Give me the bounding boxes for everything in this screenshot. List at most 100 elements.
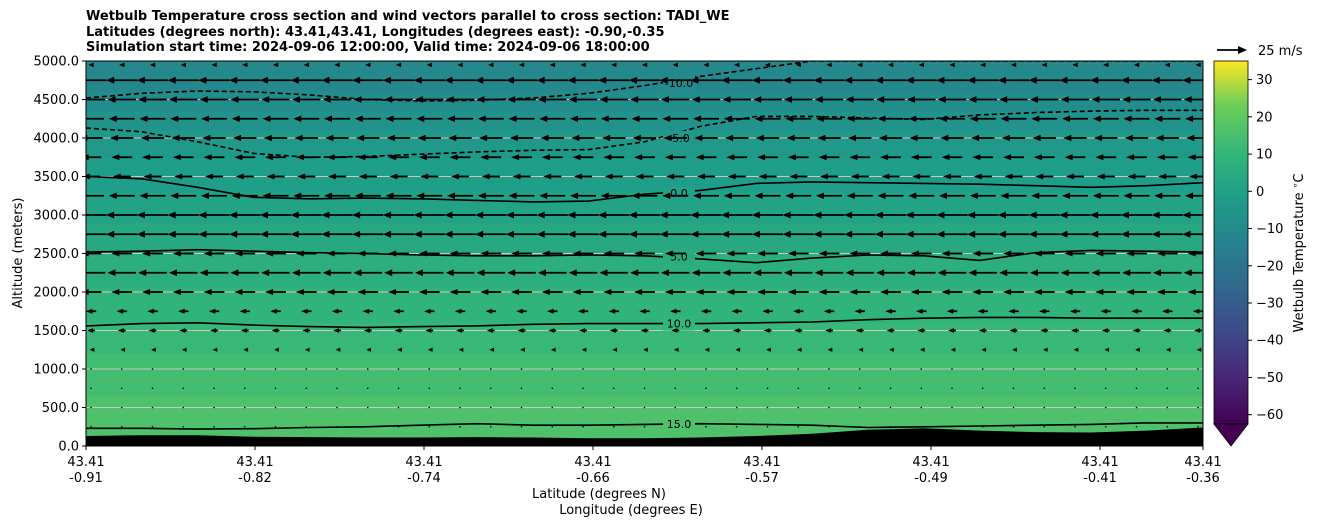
wind-vector-head: [516, 308, 523, 314]
wind-vector: [643, 406, 646, 409]
wind-vector: [920, 387, 923, 390]
wind-vector-head: [886, 328, 893, 333]
wind-vector-head: [1031, 115, 1040, 123]
temperature-band: [86, 126, 1203, 131]
wind-vector-head: [86, 173, 90, 180]
wind-vector-head: [690, 211, 699, 219]
wind-vector: [243, 387, 246, 390]
wind-vector-head: [326, 250, 335, 257]
wind-key: 25 m/s: [1217, 44, 1303, 59]
wind-vector-head: [885, 308, 892, 314]
wind-vector-head: [796, 347, 802, 352]
wind-vector: [1104, 368, 1107, 370]
wind-vector-head: [417, 134, 426, 142]
colorbar-tick-label: 10: [1256, 148, 1273, 163]
wind-vector-head: [751, 230, 760, 238]
wind-vector-head: [262, 115, 271, 123]
contour-label: 5.0: [670, 251, 688, 264]
temperature-band: [86, 392, 1203, 397]
wind-vector: [397, 368, 400, 370]
wind-vector-head: [354, 192, 363, 200]
temperature-band: [86, 84, 1203, 89]
y-tick-label: 1000.0: [34, 363, 80, 378]
wind-vector: [336, 425, 338, 428]
wind-vector-head: [265, 250, 274, 257]
wind-vector-head: [663, 134, 672, 142]
wind-vector-head: [1064, 250, 1073, 257]
temperature-band: [86, 403, 1203, 409]
wind-vector-head: [322, 96, 331, 103]
x-tick-label-lat: 43.41: [1081, 455, 1118, 470]
wind-vector-head: [198, 211, 207, 219]
wind-vector-head: [480, 250, 489, 257]
wind-key-arrowhead: [1238, 46, 1247, 54]
wind-vector-head: [690, 76, 699, 84]
wind-vector-head: [297, 173, 306, 180]
wind-vector: [120, 425, 123, 428]
wind-vector: [1197, 368, 1199, 370]
wind-vector-head: [536, 230, 545, 238]
wind-vector-head: [138, 96, 147, 103]
wind-vector-head: [331, 308, 339, 314]
wind-vector: [182, 406, 185, 409]
wind-vector-head: [580, 62, 586, 68]
wind-vector-head: [855, 328, 862, 333]
wind-vector-head: [1154, 192, 1163, 200]
wind-vector-head: [1127, 173, 1136, 180]
wind-vector: [858, 425, 861, 428]
wind-vector-head: [794, 328, 801, 333]
wind-vector: [797, 406, 800, 409]
wind-vector-head: [789, 173, 798, 180]
wind-vector-head: [111, 288, 120, 296]
wind-vector-head: [395, 62, 402, 68]
wind-vector-head: [413, 76, 422, 84]
wind-vector: [920, 368, 923, 370]
wind-vector-head: [420, 173, 429, 180]
wind-vector-head: [321, 211, 330, 219]
wind-vector-head: [138, 269, 147, 277]
temperature-band: [86, 241, 1203, 247]
wind-vector-head: [480, 288, 489, 296]
wind-vector-head: [631, 192, 640, 200]
y-tick-label: 5000.0: [34, 55, 80, 70]
wind-vector-head: [517, 328, 524, 333]
wind-vector-head: [1151, 230, 1160, 238]
wind-vector-head: [112, 173, 121, 180]
wind-vector-head: [142, 288, 151, 296]
wind-vector-head: [764, 62, 771, 68]
wind-vector-head: [1126, 154, 1135, 161]
wind-vector-head: [388, 288, 397, 296]
wind-vector-head: [1155, 134, 1164, 142]
wind-vector: [459, 368, 461, 370]
wind-vector-head: [170, 192, 179, 200]
wind-vector-head: [693, 115, 701, 123]
wind-vector-head: [479, 134, 488, 142]
wind-vector: [520, 425, 523, 428]
wind-vector-head: [414, 269, 423, 277]
wind-vector-head: [1062, 115, 1070, 123]
wind-vector: [336, 368, 338, 370]
wind-vector-head: [1131, 308, 1138, 314]
wind-vector-head: [632, 134, 641, 142]
wind-vector-head: [919, 347, 925, 352]
y-tick-label: 500.0: [42, 401, 79, 416]
wind-vector-head: [1094, 134, 1103, 142]
wind-vector-head: [757, 250, 766, 257]
wind-vector: [90, 368, 92, 370]
wind-vector-head: [1041, 62, 1047, 68]
wind-vector-head: [609, 328, 616, 333]
wind-vector-head: [86, 154, 89, 161]
wind-vector-head: [382, 211, 391, 219]
wind-vector-head: [693, 192, 701, 200]
temperature-band: [86, 353, 1203, 359]
temperature-band: [86, 91, 1203, 97]
wind-vector-head: [418, 154, 427, 161]
wind-vector: [213, 425, 215, 428]
wind-vector-head: [290, 76, 299, 84]
wind-vector-head: [295, 288, 304, 296]
temperature-band: [86, 272, 1203, 278]
temperature-band: [86, 349, 1203, 355]
wind-vector-head: [727, 173, 736, 180]
wind-vector-head: [1000, 115, 1009, 123]
wind-vector-head: [634, 288, 643, 296]
